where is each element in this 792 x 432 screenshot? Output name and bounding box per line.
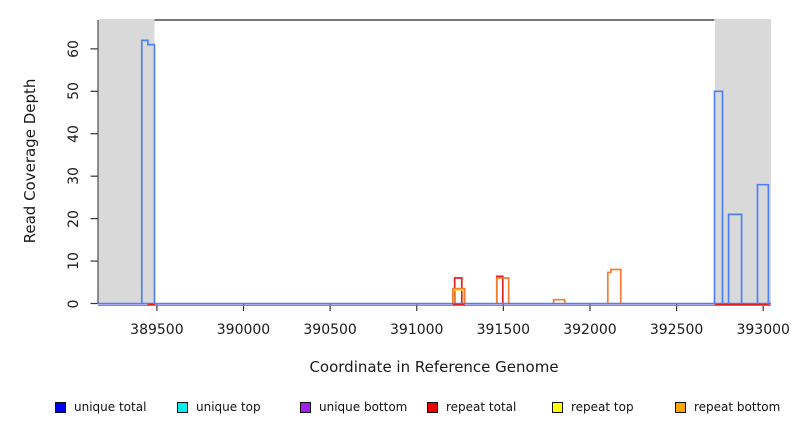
- coverage-profile-repeat-bottom: [451, 287, 466, 304]
- coverage-profile-repeat-total: [495, 275, 504, 304]
- legend-item-repeat-top: repeat top: [552, 399, 634, 415]
- legend-label: repeat top: [571, 400, 634, 414]
- legend-item-repeat-bottom: repeat bottom: [675, 399, 780, 415]
- coverage-profile-repeat-bottom: [606, 268, 622, 304]
- x-tick-label: 393000: [736, 322, 790, 338]
- y-tick-label: 10: [66, 252, 82, 270]
- legend-label: repeat total: [446, 400, 517, 414]
- legend-item-unique-bottom: unique bottom: [300, 399, 407, 415]
- y-tick-label: 30: [66, 167, 82, 186]
- unique-total-swatch-icon: [55, 401, 66, 413]
- repeat-bottom-swatch-icon: [675, 401, 686, 413]
- x-tick-label: 390500: [303, 322, 357, 338]
- unique-top-swatch-icon: [177, 401, 188, 413]
- unique-bottom-swatch-icon: [300, 401, 311, 413]
- y-tick-label: 40: [66, 124, 82, 143]
- repeat-total-swatch-icon: [427, 401, 438, 413]
- y-tick-label: 50: [66, 82, 82, 101]
- y-tick-label: 0: [66, 299, 82, 308]
- coverage-profile-unique-total: [727, 213, 743, 304]
- coverage-profile-unique-total: [140, 39, 156, 304]
- x-axis-title: Coordinate in Reference Genome: [309, 358, 559, 376]
- x-tick-label: 390000: [216, 322, 271, 338]
- legend-item-unique-top: unique top: [177, 399, 261, 415]
- x-tick-label: 392500: [649, 322, 704, 338]
- x-tick-label: 391500: [476, 322, 531, 338]
- legend-item-repeat-total: repeat total: [427, 399, 516, 415]
- x-tick-label: 391000: [390, 322, 444, 338]
- x-tick-label: 392000: [563, 322, 617, 338]
- legend-label: unique bottom: [319, 400, 408, 414]
- coverage-profile-unique-total: [756, 183, 770, 304]
- legend-label: unique top: [196, 400, 261, 414]
- coverage-profile-repeat-bottom: [495, 277, 510, 304]
- y-tick-label: 60: [66, 39, 82, 58]
- masked-region: [98, 19, 155, 304]
- repeat-top-swatch-icon: [552, 401, 563, 413]
- y-axis-title: Read Coverage Depth: [21, 78, 39, 244]
- legend-label: unique total: [74, 400, 147, 414]
- y-tick-label: 20: [66, 209, 82, 228]
- coverage-profile-repeat-bottom: [552, 298, 566, 304]
- x-tick-label: 389500: [130, 322, 184, 338]
- legend-item-unique-total: unique total: [55, 399, 146, 415]
- coverage-profile-unique-total: [713, 90, 724, 304]
- masked-region: [715, 19, 771, 304]
- legend-label: repeat bottom: [694, 400, 781, 414]
